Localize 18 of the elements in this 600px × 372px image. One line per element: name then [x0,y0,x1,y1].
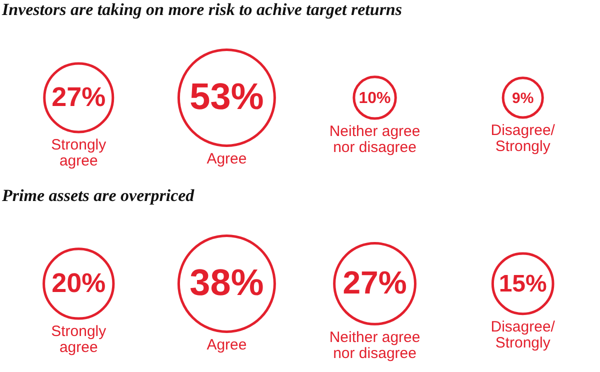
category-label: Neither agree nor disagree [329,123,420,156]
data-label: 27% [342,264,407,301]
data-label: 10% [358,90,391,108]
text: Prime assets are overpriced [1,186,196,207]
data-label: 20% [52,268,106,298]
category-label: Agree [206,150,247,168]
category-label: Strongly agree [51,323,107,356]
data-label: 9% [512,90,534,107]
text: Investors are taking on more risk to achive target returns [0,0,404,21]
data-label: 15% [498,270,547,298]
category-label: Agree [206,336,247,354]
category-label: Disagree/ Strongly [490,122,556,156]
data-label: 38% [190,262,264,303]
data-label: 27% [52,82,106,112]
data-label: 53% [190,76,264,117]
category-label: Neither agree nor disagree [329,328,420,362]
category-label: Strongly agree [51,136,107,170]
category-label: Disagree/ Strongly [490,318,556,352]
